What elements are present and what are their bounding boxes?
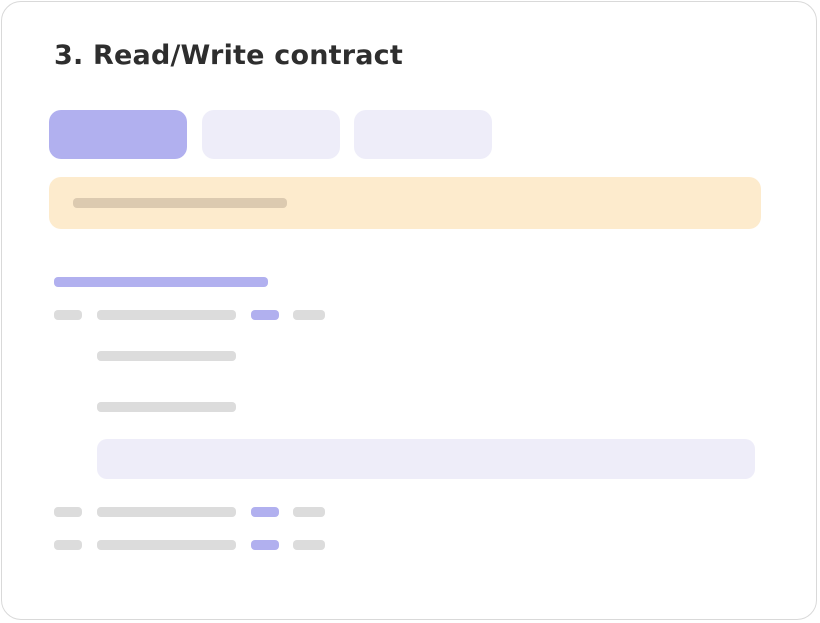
row-index-placeholder	[54, 507, 82, 517]
row-index-placeholder	[54, 540, 82, 550]
notice-text-placeholder	[73, 198, 287, 208]
tab-1-active[interactable]	[49, 110, 187, 159]
tab-2[interactable]	[202, 110, 340, 159]
notice-banner	[49, 177, 761, 229]
param-input[interactable]	[97, 439, 755, 479]
section-title: 3. Read/Write contract	[54, 40, 403, 71]
row-name-placeholder	[97, 310, 236, 320]
row-type-placeholder	[251, 507, 279, 517]
row-name-placeholder	[97, 540, 236, 550]
row-index-placeholder	[54, 310, 82, 320]
param-label-placeholder	[97, 402, 236, 412]
row-type-placeholder	[251, 540, 279, 550]
function-heading-placeholder	[54, 277, 268, 287]
row-name-placeholder	[97, 507, 236, 517]
param-label-placeholder	[97, 351, 236, 361]
tab-3[interactable]	[354, 110, 492, 159]
row-extra-placeholder	[293, 507, 325, 517]
row-extra-placeholder	[293, 540, 325, 550]
row-type-placeholder	[251, 310, 279, 320]
row-extra-placeholder	[293, 310, 325, 320]
